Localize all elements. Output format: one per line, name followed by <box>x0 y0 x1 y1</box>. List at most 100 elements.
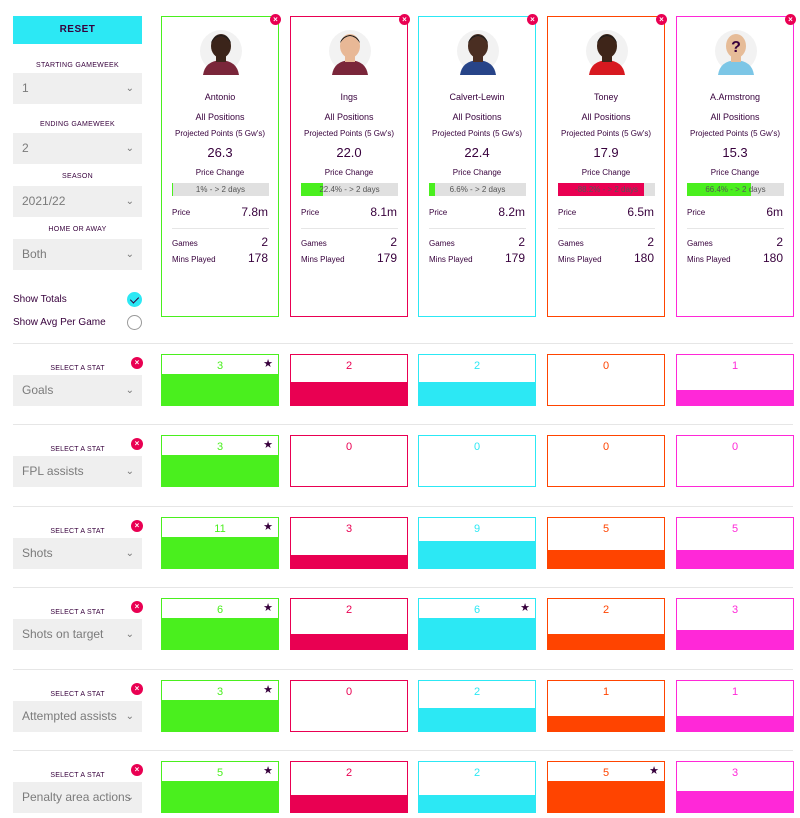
player-position: All Positions <box>581 112 631 122</box>
show-avg-radio[interactable] <box>127 315 142 330</box>
price-value: 8.2m <box>498 205 525 219</box>
remove-player-icon[interactable]: × <box>399 14 410 25</box>
price-change-text: 6.6% - > 2 days <box>449 185 506 194</box>
stat-value: 3 <box>216 686 224 698</box>
unknown-player-avatar: ? <box>714 27 758 75</box>
player-card[interactable]: × Calvert-Lewin All Positions Projected Poi… <box>418 14 538 317</box>
remove-stat-icon[interactable]: × <box>131 520 143 532</box>
price-value: 6.5m <box>627 205 654 219</box>
stat-value: 2 <box>345 767 353 779</box>
remove-player-icon[interactable]: × <box>785 14 796 25</box>
season-label: SEASON <box>62 173 93 180</box>
star-icon: ★ <box>263 439 273 451</box>
chevron-down-icon: ⌄ <box>125 466 134 477</box>
stat-value: 0 <box>731 441 739 453</box>
stat-value-box: 1 <box>676 680 794 732</box>
remove-stat-icon[interactable]: × <box>131 683 143 695</box>
stat-select[interactable]: FPL assists ⌄ <box>13 456 142 487</box>
stat-value: 2 <box>345 360 353 372</box>
select-a-stat-label: SELECT A STAT <box>50 609 105 616</box>
stat-select[interactable]: Penalty area actions ⌄ <box>13 782 142 813</box>
stat-select[interactable]: Shots on target ⌄ <box>13 619 142 650</box>
stat-bar-fill <box>291 795 407 812</box>
price-change-label: Price Change <box>452 168 502 177</box>
show-avg-option[interactable]: Show Avg Per Game <box>13 315 143 333</box>
price-value: 7.8m <box>241 205 268 219</box>
row-divider <box>13 343 793 344</box>
games-value: 2 <box>518 235 525 249</box>
remove-stat-icon[interactable]: × <box>131 601 143 613</box>
stat-bar-fill <box>677 390 793 405</box>
stat-value-box: 3 ★ <box>161 680 279 732</box>
stat-bar-fill <box>419 382 535 405</box>
stat-value: 0 <box>602 441 610 453</box>
price-change-bar: 66.4% - > 2 days <box>687 183 784 196</box>
remove-player-icon[interactable]: × <box>656 14 667 25</box>
stat-select[interactable]: Shots ⌄ <box>13 538 142 569</box>
home-away-select[interactable]: Both ⌄ <box>13 239 142 270</box>
stat-bar-fill <box>419 541 535 568</box>
chevron-down-icon: ⌄ <box>125 143 134 154</box>
remove-stat-icon[interactable]: × <box>131 357 143 369</box>
remove-stat-icon[interactable]: × <box>131 764 143 776</box>
stat-value-box: 2 <box>418 761 536 813</box>
stat-value: 5 <box>602 767 610 779</box>
stat-select[interactable]: Goals ⌄ <box>13 375 142 406</box>
player-position: All Positions <box>324 112 374 122</box>
show-totals-radio[interactable] <box>127 292 142 307</box>
price-change-bar: 6.6% - > 2 days <box>429 183 526 196</box>
divider <box>429 228 526 229</box>
player-card[interactable]: × Toney All Positions Projected Points (5 G… <box>547 14 667 317</box>
ending-gameweek-select[interactable]: 2 ⌄ <box>13 133 142 164</box>
stat-bar-fill <box>548 550 664 568</box>
remove-player-icon[interactable]: × <box>270 14 281 25</box>
games-value: 2 <box>776 235 783 249</box>
stat-bar-fill <box>162 781 278 812</box>
stat-select[interactable]: Attempted assists ⌄ <box>13 701 142 732</box>
antonio-avatar <box>199 27 243 75</box>
show-totals-option[interactable]: Show Totals <box>13 292 143 310</box>
stat-select-value: Goals <box>22 383 54 397</box>
divider <box>558 228 655 229</box>
stat-value-box: 2 <box>547 598 665 650</box>
home-away-value: Both <box>22 247 47 261</box>
price-change-text: 1% - > 2 days <box>195 185 246 194</box>
stat-select-value: Attempted assists <box>22 709 117 723</box>
stat-value-box: 2 <box>418 354 536 406</box>
stat-value-box: 2 <box>290 354 408 406</box>
remove-player-icon[interactable]: × <box>527 14 538 25</box>
season-select[interactable]: 2021/22 ⌄ <box>13 186 142 217</box>
mins-played-value: 178 <box>247 251 268 265</box>
stat-value: 0 <box>602 360 610 372</box>
price-label: Price <box>429 208 448 217</box>
player-card[interactable]: ×? A.Armstrong All Positions Projected Poin… <box>676 14 796 317</box>
stat-bar-fill <box>162 455 278 486</box>
player-card[interactable]: × Antonio All Positions Projected Points (5… <box>161 14 281 317</box>
stat-value: 5 <box>216 767 224 779</box>
toney-avatar <box>585 27 629 75</box>
mins-played-label: Mins Played <box>301 255 345 264</box>
remove-stat-icon[interactable]: × <box>131 438 143 450</box>
price-change-text: 22.4% - > 2 days <box>319 185 380 194</box>
row-divider <box>13 750 793 751</box>
stat-value-box: 1 <box>547 680 665 732</box>
player-card[interactable]: × Ings All Positions Projected Points (5 Gw… <box>290 14 410 317</box>
reset-button[interactable]: RESET <box>13 16 142 44</box>
stat-value: 3 <box>731 604 739 616</box>
stat-bar-fill <box>162 537 278 568</box>
price-change-label: Price Change <box>581 168 631 177</box>
star-icon: ★ <box>263 358 273 370</box>
chevron-down-icon: ⌄ <box>125 629 134 640</box>
player-name: A.Armstrong <box>709 92 760 102</box>
starting-gameweek-select[interactable]: 1 ⌄ <box>13 73 142 104</box>
mins-played-value: 179 <box>376 251 397 265</box>
stat-value: 0 <box>473 441 481 453</box>
stat-bar-fill <box>419 708 535 731</box>
stat-value-box: 0 <box>290 435 408 487</box>
player-name: Antonio <box>204 92 236 102</box>
select-a-stat-label: SELECT A STAT <box>50 365 105 372</box>
stat-value-box: 3 <box>290 517 408 569</box>
price-change-label: Price Change <box>324 168 374 177</box>
stat-value: 3 <box>216 360 224 372</box>
games-value: 2 <box>261 235 268 249</box>
